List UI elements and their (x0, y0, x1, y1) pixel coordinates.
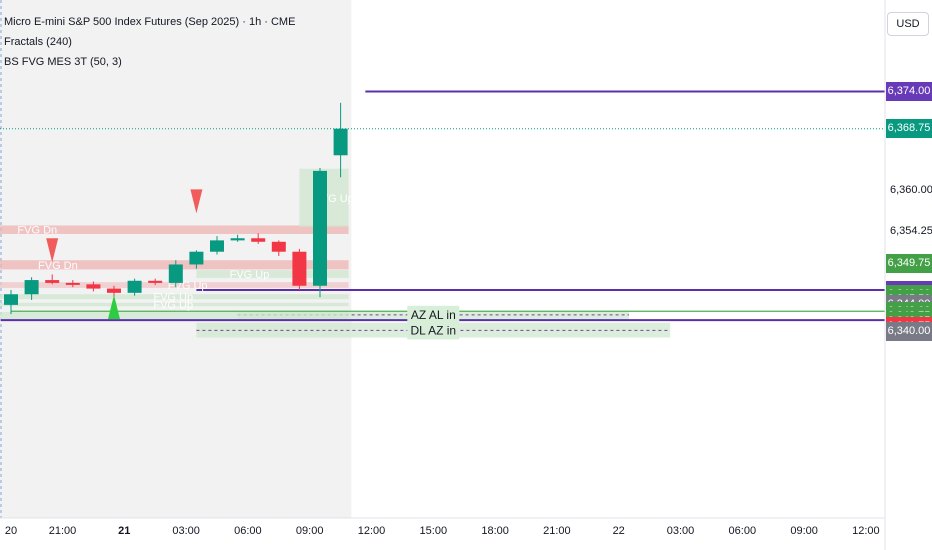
candle-body (107, 288, 121, 293)
fvg-zone (196, 270, 349, 278)
time-tick-label: 03:00 (667, 525, 695, 537)
candle-body (189, 251, 204, 265)
price-tick-label: 6,354.25 (890, 224, 932, 237)
indicator-fractals[interactable]: Fractals (240) (4, 36, 72, 48)
candle-up (230, 234, 245, 242)
candle-down (148, 278, 163, 286)
candle-down (271, 240, 286, 256)
fvg-zone-label: FVG Dn (17, 225, 57, 237)
currency-selector[interactable]: USD (887, 12, 929, 36)
fvg-zone (0, 294, 349, 300)
candle-down (292, 248, 307, 290)
level-zone-extension (0, 311, 349, 320)
price-label-badge: 6,368.75 (886, 119, 932, 139)
candle-body (168, 264, 183, 283)
candle-up (189, 250, 204, 269)
time-tick-label: 12:00 (852, 525, 880, 537)
time-tick-label: 03:00 (172, 525, 200, 537)
indicator-fvg[interactable]: BS FVG MES 3T (50, 3) (4, 56, 122, 68)
fvg-zone-label: FVG Up (153, 300, 193, 312)
candle-down (251, 233, 266, 244)
fvg-zone (0, 282, 349, 288)
candle-body (127, 280, 142, 293)
time-tick-label: 12:00 (358, 525, 386, 537)
time-tick-label: 22 (613, 525, 625, 537)
candle-up (333, 102, 348, 178)
candle-down (45, 274, 60, 285)
candle-body (148, 280, 163, 283)
fractal-up-icon (108, 295, 120, 320)
candle-up (24, 277, 39, 300)
time-tick-label: 20 (5, 525, 17, 537)
level-zone-label-bg (407, 305, 460, 324)
candle-up (168, 260, 183, 288)
candle-body (4, 294, 18, 305)
fractal-down-icon (46, 238, 59, 263)
time-tick-label: 21:00 (49, 525, 77, 537)
candle-down (86, 281, 101, 292)
price-label-badge: 6,374.00 (886, 81, 932, 101)
candle-body (65, 282, 80, 285)
candle-body (86, 284, 101, 289)
time-tick-label: 09:00 (790, 525, 818, 537)
level-zone-label: DL AZ in (411, 323, 457, 337)
fvg-zone-label: FVG Dn (38, 260, 78, 272)
candle-body (251, 238, 266, 242)
time-tick-label: 15:00 (420, 525, 448, 537)
candle-up (4, 290, 18, 315)
fvg-zone-label: FVG Up (168, 280, 208, 292)
candle-up (210, 236, 224, 255)
price-tick-label: 6,360.00 (890, 183, 932, 196)
candle-body (313, 170, 327, 286)
candle-body (24, 280, 39, 295)
candle-up (313, 168, 327, 298)
fractal-down-icon (190, 189, 203, 214)
candle-body (210, 240, 224, 252)
level-zone-label: AZ AL in (411, 308, 456, 322)
fvg-zone (0, 302, 349, 307)
candle-up (127, 278, 142, 296)
time-tick-label: 09:00 (296, 525, 324, 537)
time-tick-label: 18:00 (481, 525, 509, 537)
chart-legend: Micro E-mini S&P 500 Index Futures (Sep … (4, 12, 295, 72)
time-tick-label: 21 (118, 525, 130, 537)
candle-down (65, 280, 80, 288)
fvg-zone (0, 225, 349, 234)
candle-body (333, 128, 348, 156)
candle-body (45, 280, 60, 283)
candle-body (271, 241, 286, 252)
level-zone-label-bg (407, 321, 460, 340)
time-tick-label: 06:00 (729, 525, 757, 537)
candle-body (292, 251, 307, 286)
price-label-badge: 6,340.00 (886, 322, 932, 342)
fvg-zone-label: FVG Up (230, 269, 270, 281)
time-tick-label: 21:00 (543, 525, 571, 537)
price-label-badge: 6,349.75 (886, 253, 932, 273)
candle-body (230, 238, 245, 241)
time-tick-label: 06:00 (234, 525, 262, 537)
symbol-title[interactable]: Micro E-mini S&P 500 Index Futures (Sep … (4, 16, 296, 28)
fvg-zone-label: FVG Up (153, 292, 193, 304)
